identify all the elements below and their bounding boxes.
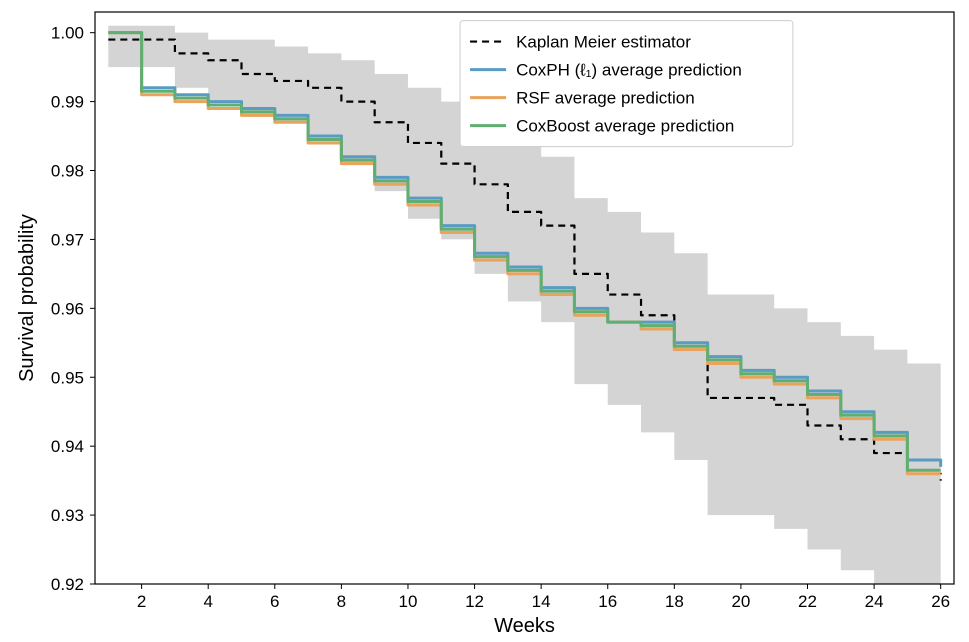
ytick-label: 0.92 [51, 575, 84, 594]
xtick-label: 6 [270, 592, 279, 611]
ytick-label: 0.97 [51, 230, 84, 249]
xtick-label: 10 [399, 592, 418, 611]
xlabel: Weeks [494, 615, 555, 637]
ytick-label: 0.94 [51, 437, 84, 456]
ytick-label: 0.98 [51, 162, 84, 181]
xtick-label: 24 [865, 592, 884, 611]
ylabel: Survival probability [16, 214, 38, 382]
xtick-label: 20 [731, 592, 750, 611]
xtick-label: 8 [337, 592, 346, 611]
xtick-label: 18 [665, 592, 684, 611]
ytick-label: 0.93 [51, 506, 84, 525]
chart-svg: 24681012141618202224260.920.930.940.950.… [0, 0, 969, 642]
xtick-label: 2 [137, 592, 146, 611]
legend-label-km: Kaplan Meier estimator [516, 33, 691, 52]
ytick-label: 0.96 [51, 299, 84, 318]
ytick-label: 0.99 [51, 93, 84, 112]
ytick-label: 0.95 [51, 368, 84, 387]
ytick-label: 1.00 [51, 24, 84, 43]
legend-label-coxboost: CoxBoost average prediction [516, 117, 734, 136]
xtick-label: 14 [532, 592, 551, 611]
legend-label-rsf: RSF average prediction [516, 89, 695, 108]
xtick-label: 16 [598, 592, 617, 611]
legend: Kaplan Meier estimator CoxPH (ℓ₁) average… [460, 21, 793, 147]
xtick-label: 12 [465, 592, 484, 611]
survival-chart: 24681012141618202224260.920.930.940.950.… [0, 0, 969, 642]
xtick-label: 22 [798, 592, 817, 611]
xtick-label: 4 [203, 592, 212, 611]
legend-label-coxph: CoxPH (ℓ₁) average prediction [516, 61, 742, 80]
xtick-label: 26 [931, 592, 950, 611]
